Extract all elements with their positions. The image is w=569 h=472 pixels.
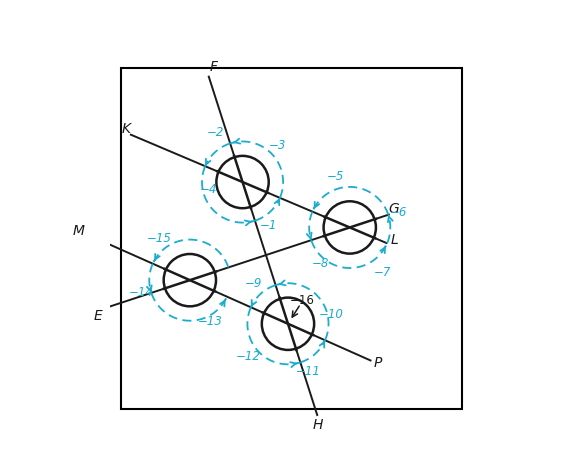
Text: −6: −6 — [390, 206, 407, 219]
Text: H: H — [312, 418, 323, 432]
Text: E: E — [94, 310, 102, 323]
Text: F: F — [210, 59, 218, 74]
Text: −5: −5 — [327, 170, 344, 183]
Text: −3: −3 — [269, 139, 286, 152]
Circle shape — [216, 156, 269, 208]
Text: −2: −2 — [207, 126, 224, 139]
Circle shape — [324, 201, 376, 253]
Text: −7: −7 — [374, 266, 391, 279]
Circle shape — [164, 254, 216, 306]
Text: −16: −16 — [290, 294, 315, 307]
Text: K: K — [122, 122, 131, 136]
Text: −4: −4 — [199, 183, 217, 196]
Text: −14: −14 — [129, 287, 153, 299]
Text: G: G — [388, 202, 399, 216]
Text: −13: −13 — [197, 315, 222, 329]
Text: −8: −8 — [312, 257, 329, 270]
Text: P: P — [374, 356, 382, 370]
Circle shape — [262, 298, 314, 350]
Text: −15: −15 — [147, 232, 171, 245]
Text: −10: −10 — [319, 308, 344, 321]
Text: M: M — [73, 224, 85, 238]
Text: −9: −9 — [245, 277, 262, 290]
Text: −11: −11 — [295, 364, 320, 378]
Text: −12: −12 — [236, 350, 261, 363]
Text: −1: −1 — [259, 219, 277, 232]
Text: L: L — [391, 233, 398, 247]
